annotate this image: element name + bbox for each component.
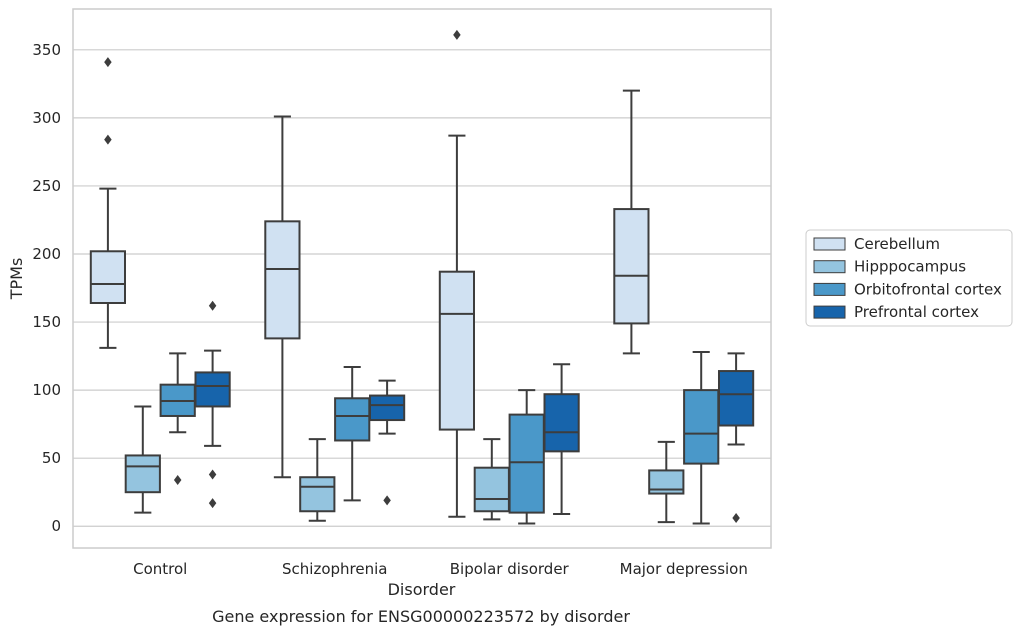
y-tick-label: 350 [32, 41, 61, 59]
box-plot [264, 115, 301, 479]
box-plot [124, 405, 161, 514]
box-plot [717, 352, 755, 524]
box [124, 454, 161, 494]
box [194, 371, 231, 408]
box-plot [683, 351, 720, 525]
x-tick-label: Bipolar disorder [450, 560, 570, 578]
box-plot [299, 438, 336, 522]
box-plot [648, 440, 685, 524]
outlier-point [104, 57, 112, 68]
box-plot [543, 363, 580, 515]
y-tick-label: 300 [32, 109, 61, 127]
legend-swatch [813, 282, 846, 296]
box-plot [613, 89, 650, 355]
outlier-point [208, 469, 217, 480]
box [683, 389, 720, 465]
legend-swatch [813, 260, 846, 274]
legend: Cerebellum Hipppocampus Orbitofrontal cort… [805, 229, 1013, 327]
box [648, 469, 685, 495]
box-plots [89, 29, 755, 525]
legend-label: Prefrontal cortex [854, 303, 979, 321]
plot-frame [72, 8, 772, 549]
y-tick-label: 200 [32, 245, 61, 263]
legend-swatch [813, 237, 846, 251]
outlier-point [732, 513, 740, 524]
x-tick-label: Control [133, 560, 187, 578]
box-plot [159, 352, 196, 485]
y-tick-label: 50 [42, 449, 61, 467]
box [717, 370, 755, 427]
x-axis-ticks: Control Schizophrenia Bipolar disorder Majo… [133, 560, 748, 578]
outlier-point [208, 300, 217, 311]
legend-frame [805, 229, 1013, 327]
box-plot [194, 300, 231, 509]
legend-label: Cerebellum [854, 235, 940, 253]
legend-swatch [813, 305, 846, 319]
outlier-point [208, 498, 217, 509]
legend-label: Hipppocampus [854, 258, 966, 276]
y-axis-title: TPMs [7, 258, 26, 301]
x-tick-label: Schizophrenia [282, 560, 387, 578]
x-tick-label: Major depression [620, 560, 748, 578]
outlier-point [383, 495, 391, 506]
box-plot [368, 379, 406, 506]
box [89, 250, 127, 304]
y-axis-ticks: 0 50 100 150 200 250 300 350 [32, 41, 61, 535]
box [613, 208, 650, 325]
box [473, 466, 510, 513]
box-plot [89, 57, 127, 349]
x-axis-title: Disorder [388, 580, 456, 599]
chart-title: Gene expression for ENSG00000223572 by d… [212, 607, 630, 626]
outlier-point [173, 474, 182, 485]
outlier-point [104, 134, 112, 145]
box [334, 397, 371, 442]
box-plot [508, 389, 545, 525]
box [264, 220, 301, 340]
y-tick-label: 0 [51, 517, 61, 535]
y-tick-label: 150 [32, 313, 61, 331]
box [368, 394, 406, 422]
box-plot [438, 29, 476, 518]
box-plot [334, 365, 371, 502]
y-tick-label: 250 [32, 177, 61, 195]
box [508, 413, 545, 514]
box-plot [473, 438, 510, 521]
box [543, 393, 580, 453]
box [438, 270, 476, 431]
box [299, 476, 336, 513]
y-tick-label: 100 [32, 381, 61, 399]
legend-label: Orbitofrontal cortex [854, 280, 1002, 298]
outlier-point [453, 29, 461, 40]
